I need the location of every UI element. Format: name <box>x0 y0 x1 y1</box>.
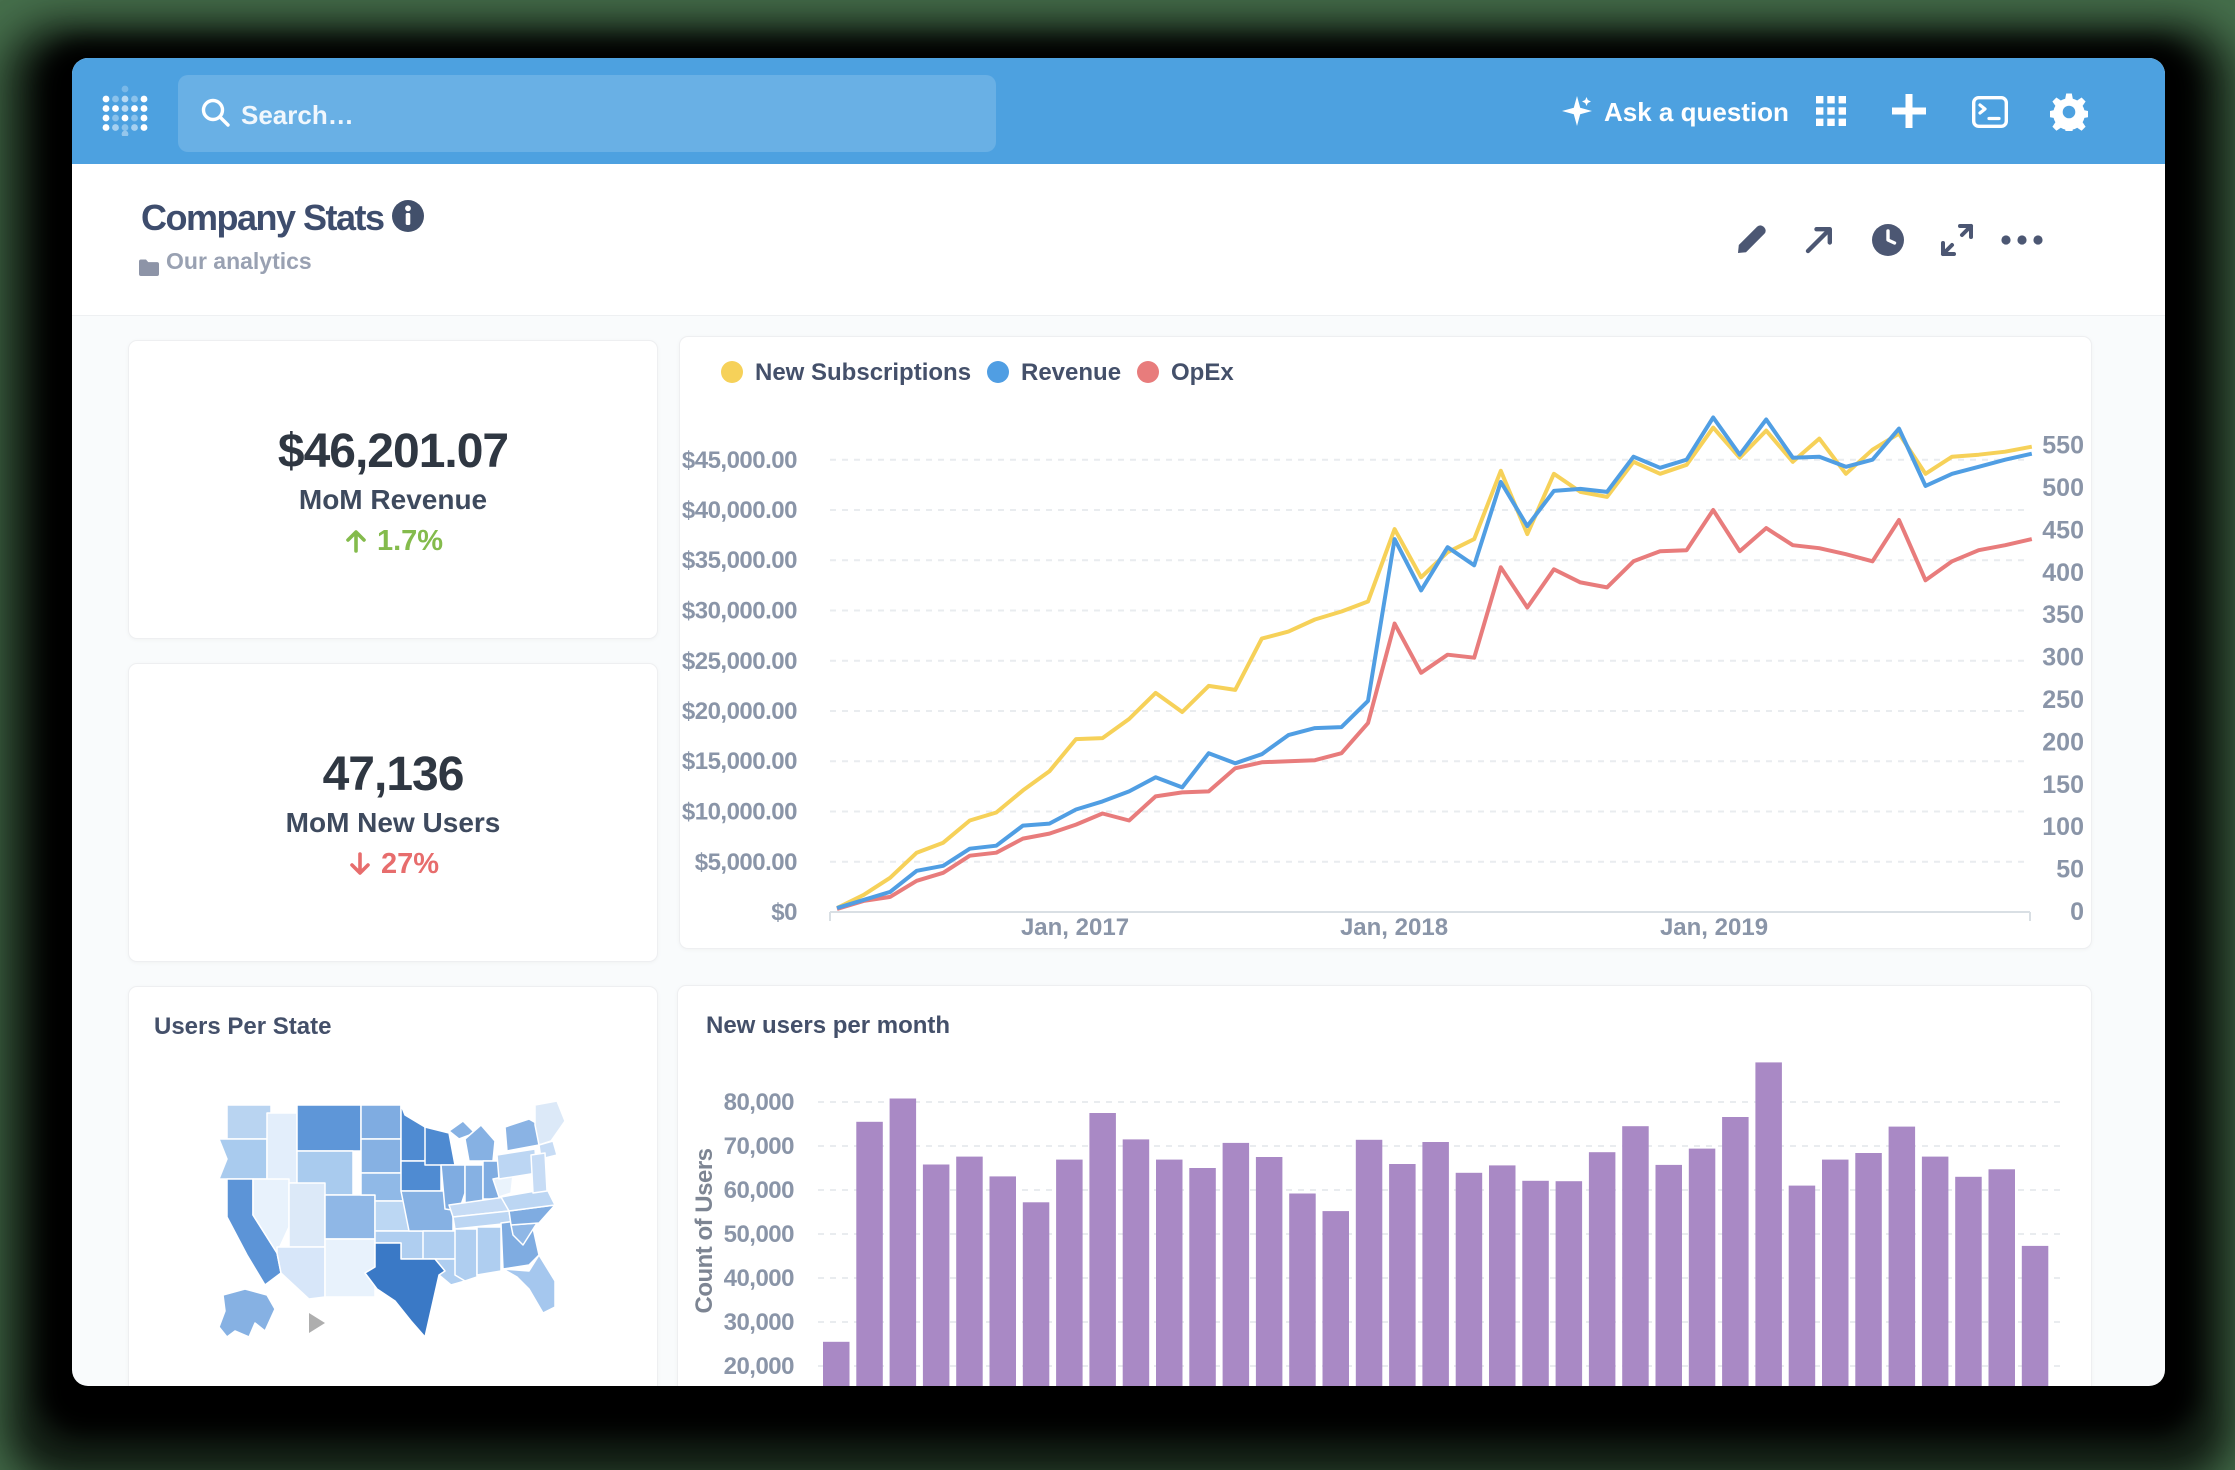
svg-text:$25,000.00: $25,000.00 <box>682 648 797 675</box>
svg-text:$15,000.00: $15,000.00 <box>682 748 797 775</box>
svg-text:400: 400 <box>2042 559 2084 587</box>
svg-text:Jan, 2019: Jan, 2019 <box>1660 914 1768 941</box>
svg-text:50,000: 50,000 <box>724 1221 795 1248</box>
svg-text:Jan, 2017: Jan, 2017 <box>1021 914 1129 941</box>
svg-text:$40,000.00: $40,000.00 <box>682 497 797 524</box>
svg-text:50: 50 <box>2056 856 2084 884</box>
svg-text:$30,000.00: $30,000.00 <box>682 598 797 625</box>
svg-text:40,000: 40,000 <box>724 1265 795 1292</box>
svg-text:100: 100 <box>2042 813 2084 841</box>
svg-text:80,000: 80,000 <box>724 1089 795 1116</box>
svg-text:OpEx: OpEx <box>1171 359 1234 386</box>
svg-text:$0: $0 <box>771 899 797 926</box>
svg-text:0: 0 <box>2070 898 2084 926</box>
svg-text:New Subscriptions: New Subscriptions <box>755 359 971 386</box>
svg-text:$35,000.00: $35,000.00 <box>682 547 797 574</box>
svg-text:60,000: 60,000 <box>724 1177 795 1204</box>
svg-text:150: 150 <box>2042 771 2084 799</box>
svg-text:550: 550 <box>2042 432 2084 460</box>
svg-text:Jan, 2018: Jan, 2018 <box>1340 914 1448 941</box>
svg-text:300: 300 <box>2042 644 2084 672</box>
svg-text:$20,000.00: $20,000.00 <box>682 698 797 725</box>
svg-text:70,000: 70,000 <box>724 1133 795 1160</box>
svg-text:Revenue: Revenue <box>1021 359 1121 386</box>
svg-text:20,000: 20,000 <box>724 1353 795 1380</box>
svg-text:$45,000.00: $45,000.00 <box>682 447 797 474</box>
svg-text:30,000: 30,000 <box>724 1309 795 1336</box>
svg-text:$10,000.00: $10,000.00 <box>682 799 797 826</box>
svg-text:Count of Users: Count of Users <box>691 1148 718 1313</box>
svg-text:350: 350 <box>2042 601 2084 629</box>
svg-text:$5,000.00: $5,000.00 <box>695 849 797 876</box>
svg-text:500: 500 <box>2042 474 2084 502</box>
svg-text:450: 450 <box>2042 516 2084 544</box>
svg-text:200: 200 <box>2042 728 2084 756</box>
svg-text:250: 250 <box>2042 686 2084 714</box>
